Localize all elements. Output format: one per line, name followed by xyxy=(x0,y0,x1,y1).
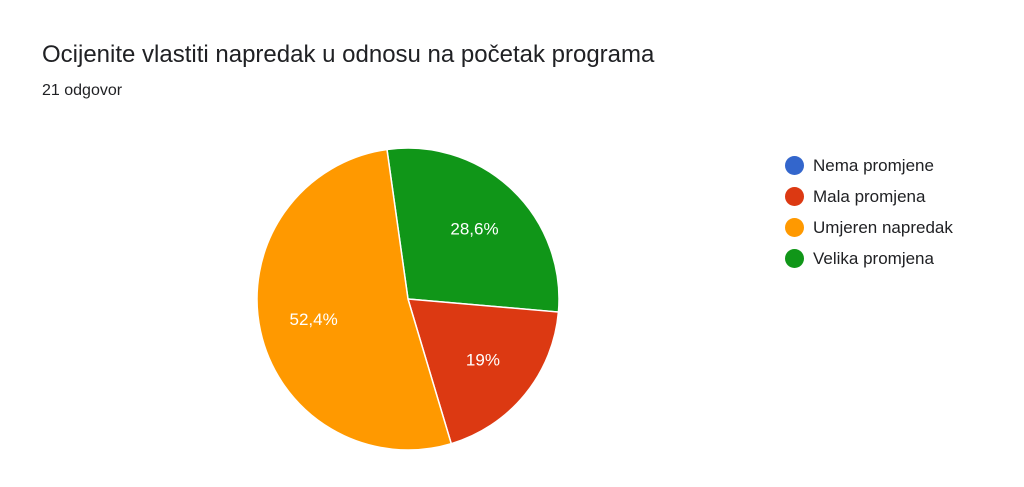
pie-slice-value-label: 19% xyxy=(466,351,500,370)
pie-slice-labels: 28,6% 19% 52,4% xyxy=(289,219,499,369)
legend-label: Umjeren napredak xyxy=(813,217,953,237)
chart-legend: Nema promjene Mala promjena Umjeren napr… xyxy=(785,150,953,274)
pie-slices xyxy=(256,147,560,451)
pie-slice-velika-promjena[interactable] xyxy=(386,147,560,313)
legend-label: Nema promjene xyxy=(813,155,934,175)
legend-item-velika-promjena[interactable]: Velika promjena xyxy=(785,243,953,274)
response-count: 21 odgovor xyxy=(42,82,123,99)
legend-swatch-nema-promjene xyxy=(785,156,804,175)
legend-swatch-umjeren-napredak xyxy=(785,218,804,237)
chart-title: Ocijenite vlastiti napredak u odnosu na … xyxy=(42,41,655,68)
legend-item-nema-promjene[interactable]: Nema promjene xyxy=(785,150,953,181)
pie-slice-value-label: 52,4% xyxy=(289,310,337,329)
pie-slice-value-label: 28,6% xyxy=(450,219,498,238)
legend-label: Velika promjena xyxy=(813,248,934,268)
pie-slice-umjeren-napredak[interactable] xyxy=(256,148,453,451)
legend-swatch-velika-promjena xyxy=(785,249,804,268)
legend-item-mala-promjena[interactable]: Mala promjena xyxy=(785,181,953,212)
legend-swatch-mala-promjena xyxy=(785,187,804,206)
legend-label: Mala promjena xyxy=(813,186,926,206)
legend-item-umjeren-napredak[interactable]: Umjeren napredak xyxy=(785,212,953,243)
pie-slice-mala-promjena[interactable] xyxy=(406,298,560,445)
